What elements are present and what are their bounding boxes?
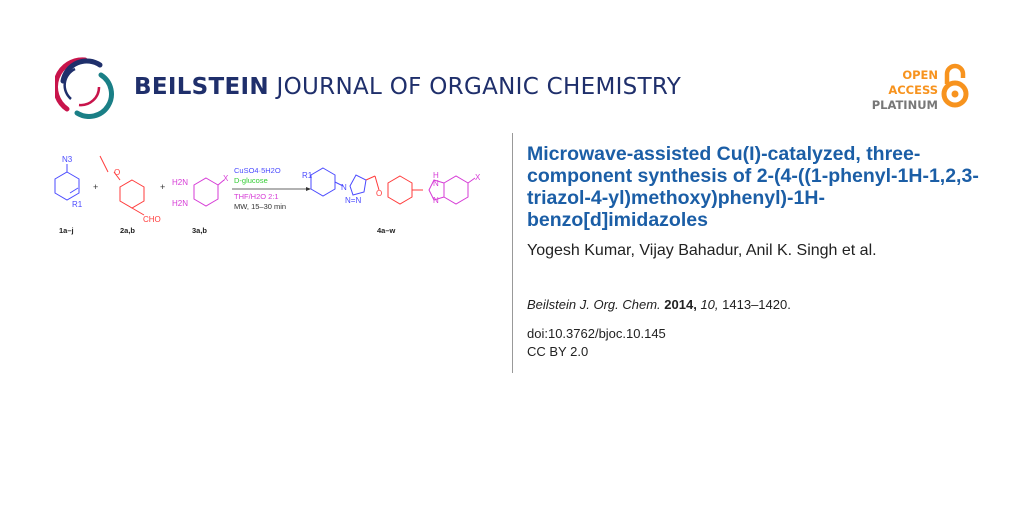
article-doi[interactable]: doi:10.3762/bjoc.10.145	[527, 326, 666, 341]
reaction-scheme: N3 R1 + O CHO + H2N H2N X CuSO4·5H2O D-g…	[54, 155, 481, 235]
product-n-bottom: N	[433, 196, 439, 205]
cho-label: CHO	[143, 215, 161, 224]
label-1: 1a–j	[59, 226, 74, 235]
journal-name-bold: BEILSTEIN	[134, 74, 269, 100]
compound-1	[54, 164, 80, 201]
label-3: 3a,b	[192, 226, 207, 235]
h2n-bottom: H2N	[172, 199, 188, 208]
plus-sign: +	[93, 182, 98, 192]
product-nh: H	[433, 171, 439, 180]
label-4: 4a–w	[377, 226, 396, 235]
product-n-top: N	[433, 179, 439, 188]
article-title[interactable]: Microwave-assisted Cu(I)-catalyzed, thre…	[527, 143, 979, 231]
azide-label: N3	[62, 155, 73, 164]
article-authors: Yogesh Kumar, Vijay Bahadur, Anil K. Sin…	[527, 242, 877, 259]
condition-catalyst: CuSO4·5H2O	[234, 166, 281, 175]
open-padlock-icon	[941, 63, 969, 108]
citation-journal: Beilstein J. Org. Chem.	[527, 297, 661, 312]
compound-2	[99, 155, 145, 216]
condition-reductant: D-glucose	[234, 176, 268, 185]
citation-volume: 10,	[700, 297, 719, 312]
arrow-head	[306, 187, 311, 191]
oa-line-platinum: PLATINUM	[871, 98, 938, 112]
product-r1: R1	[302, 171, 313, 180]
product-x: X	[475, 173, 481, 182]
journal-name: BEILSTEIN JOURNAL OF ORGANIC CHEMISTRY	[134, 74, 681, 100]
condition-mw: MW, 15–30 min	[234, 202, 286, 211]
divider	[512, 133, 513, 373]
citation-year: 2014,	[664, 297, 697, 312]
x-label: X	[223, 174, 229, 183]
compound-4	[310, 167, 476, 205]
open-access-label: OPEN ACCESS PLATINUM	[872, 68, 938, 113]
journal-name-rest: JOURNAL OF ORGANIC CHEMISTRY	[268, 74, 682, 100]
article-citation: Beilstein J. Org. Chem. 2014, 10, 1413–1…	[527, 297, 791, 312]
product-n1: N	[341, 183, 347, 192]
beilstein-logo	[55, 57, 114, 119]
h2n-top: H2N	[172, 178, 188, 187]
label-2: 2a,b	[120, 226, 135, 235]
oa-line-open: OPEN	[902, 68, 938, 82]
product-nn: N=N	[345, 196, 361, 205]
r1-label: R1	[72, 200, 83, 209]
compound-3	[193, 177, 225, 207]
article-license[interactable]: CC BY 2.0	[527, 344, 589, 359]
citation-pages: 1413–1420.	[722, 297, 791, 312]
ether-o: O	[114, 168, 120, 177]
product-o: O	[376, 189, 382, 198]
oa-line-access: ACCESS	[888, 83, 938, 97]
plus-sign-2: +	[160, 182, 165, 192]
condition-solvent: THF/H2O 2:1	[234, 192, 279, 201]
